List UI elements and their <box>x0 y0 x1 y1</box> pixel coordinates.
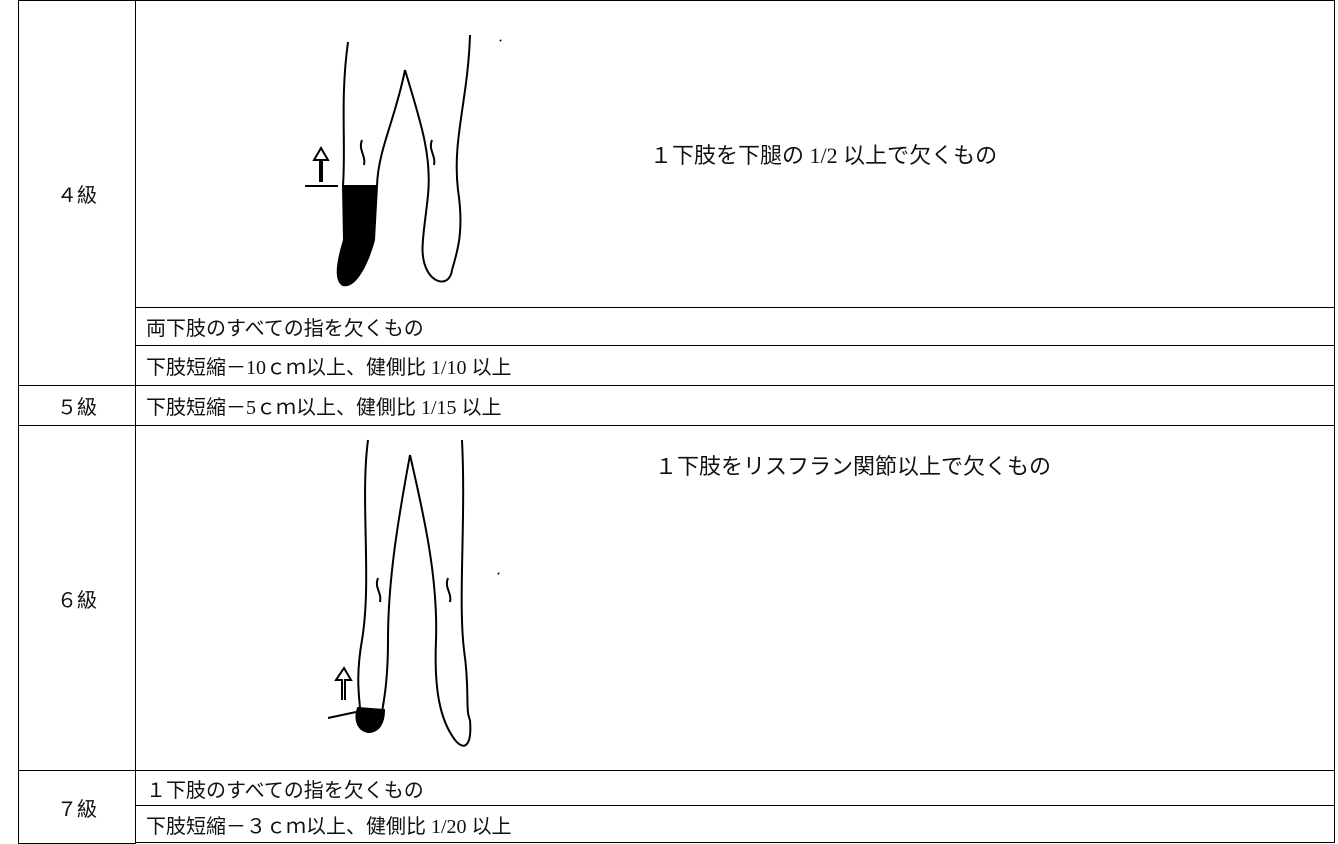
grade: ７級 <box>57 798 97 821</box>
entry-cell: 下肢短縮－5ｃｍ以上、健側比 1/15 以上 <box>135 385 1335 426</box>
grade-cell: ６級 <box>18 425 136 771</box>
grade: ５級 <box>57 397 97 419</box>
entry: １下肢のすべての指を欠くもの <box>146 779 424 802</box>
description: １下肢を下腿の 1/2 以上で欠くもの <box>650 143 998 168</box>
grade-cell: ５級 <box>18 385 136 426</box>
entry: 両下肢のすべての指を欠くもの <box>146 318 424 340</box>
grade: ４級 <box>57 184 97 207</box>
entry-cell: 下肢短縮－10ｃｍ以上、健側比 1/10 以上 <box>135 345 1335 386</box>
grade-cell: ７級 <box>18 770 136 844</box>
entry: 下肢短縮－３ｃｍ以上、健側比 1/20 以上 <box>146 815 512 838</box>
entry-cell: 両下肢のすべての指を欠くもの <box>135 307 1335 346</box>
entry: 下肢短縮－5ｃｍ以上、健側比 1/15 以上 <box>146 397 502 419</box>
entry: 下肢短縮－10ｃｍ以上、健側比 1/10 以上 <box>146 357 512 379</box>
grade: ６級 <box>57 589 97 612</box>
entry-cell: 下肢短縮－３ｃｍ以上、健側比 1/20 以上 <box>135 805 1335 843</box>
description: １下肢をリスフラン関節以上で欠くもの <box>655 454 1052 479</box>
grade-cell: ４級 <box>18 0 136 386</box>
entry-cell: １下肢のすべての指を欠くもの <box>135 770 1335 806</box>
